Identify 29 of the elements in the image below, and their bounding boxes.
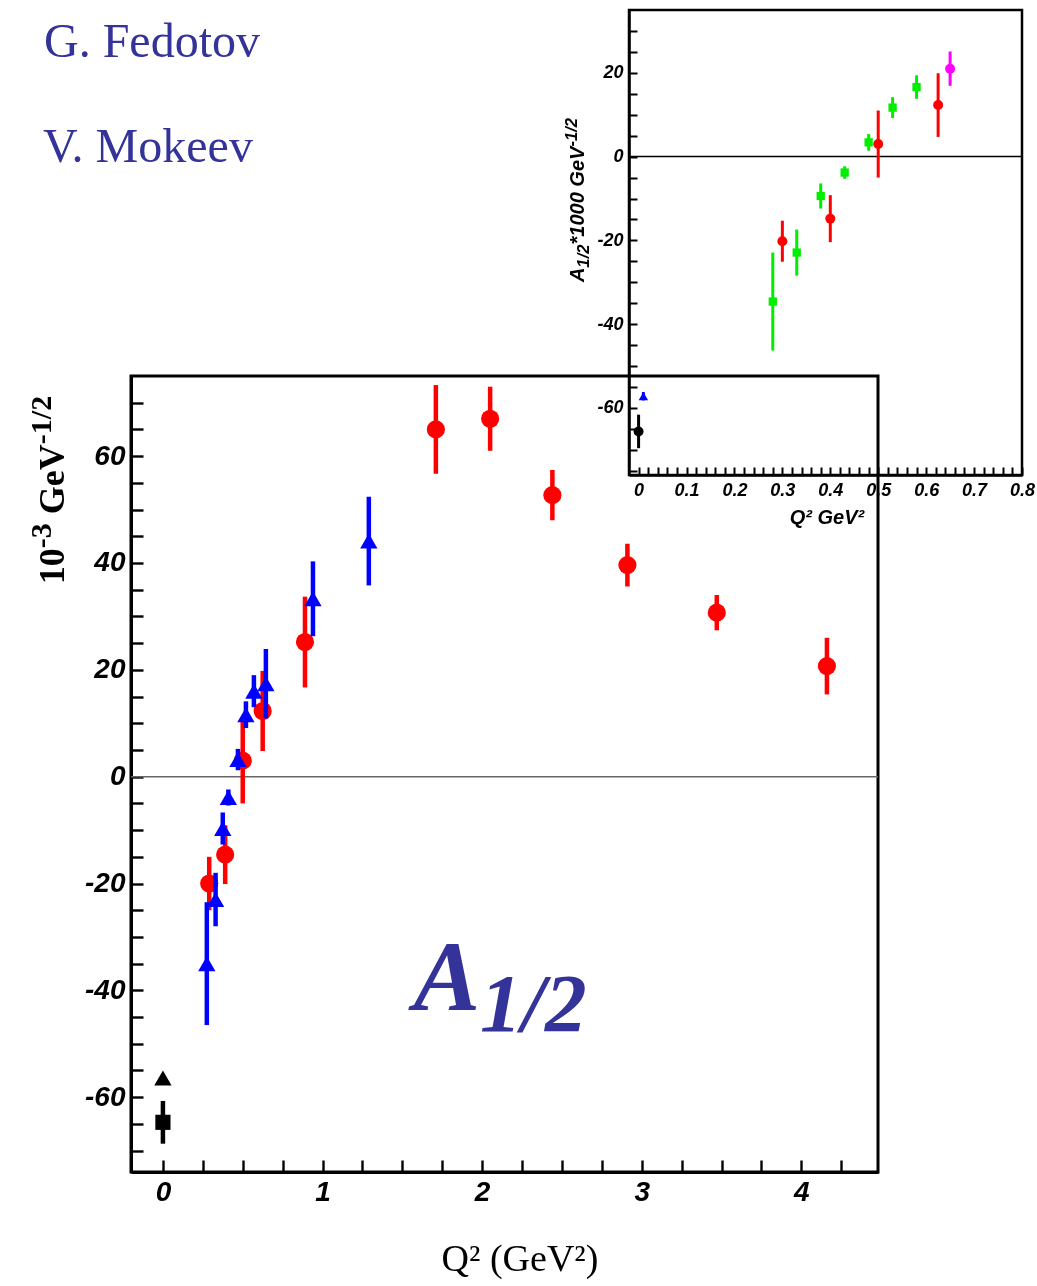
- y-tick-label: -40: [85, 973, 126, 1005]
- x-tick-label: 0.3: [770, 479, 796, 500]
- x-tick-label: 1: [315, 1175, 331, 1207]
- y-tick-label: 0: [613, 146, 624, 167]
- x-tick-label: 3: [634, 1175, 651, 1207]
- x-tick-label: 4: [793, 1175, 811, 1207]
- text: V. Mokeev: [43, 117, 253, 173]
- x-tick-label: 0.4: [818, 479, 844, 500]
- y-tick-label: 60: [94, 439, 126, 471]
- x-axis-title: Q² GeV²: [789, 505, 865, 529]
- y-tick-label: -20: [597, 229, 624, 250]
- y-tick-label: -40: [597, 313, 624, 334]
- x-tick-label: 0.7: [962, 479, 989, 500]
- y-tick-label: -60: [597, 397, 624, 418]
- x-tick-label: 0: [155, 1175, 172, 1207]
- x-axis-title: Q² (GeV²): [441, 1236, 599, 1280]
- y-tick-label: 0: [109, 760, 126, 792]
- y-tick-label: -60: [85, 1080, 126, 1112]
- x-tick-label: 0: [634, 479, 645, 500]
- text: G. Fedotov: [44, 12, 260, 68]
- x-tick-label: 0.2: [722, 479, 748, 500]
- x-tick-label: 0.8: [1009, 479, 1036, 500]
- x-tick-label: 2: [473, 1175, 491, 1207]
- x-tick-label: 0.6: [914, 479, 941, 500]
- y-tick-label: 20: [602, 62, 624, 83]
- y-tick-label: 20: [93, 653, 126, 685]
- y-tick-label: -20: [85, 867, 126, 899]
- x-tick-label: 0.1: [674, 479, 700, 500]
- y-tick-label: 40: [93, 546, 126, 578]
